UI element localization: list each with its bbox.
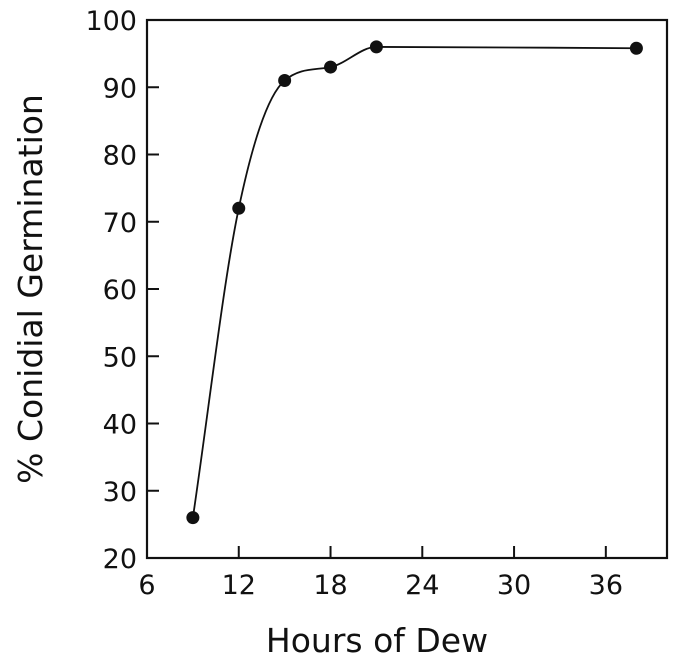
y-tick-label: 50 <box>103 342 137 373</box>
x-tick-label: 12 <box>222 570 256 601</box>
y-tick-label: 100 <box>85 6 137 37</box>
x-tick-label: 24 <box>405 570 439 601</box>
plot-area <box>186 40 643 525</box>
series-line <box>191 45 637 518</box>
x-axis-title: Hours of Dew <box>266 621 488 660</box>
y-axis-ticks: 20 30 40 50 60 70 80 90 100 <box>85 6 159 575</box>
y-tick-label: 20 <box>103 544 137 575</box>
y-tick-label: 70 <box>103 208 137 239</box>
data-point <box>278 74 292 88</box>
x-tick-label: 30 <box>497 570 531 601</box>
y-tick-label: 30 <box>103 477 137 508</box>
data-point <box>324 60 338 74</box>
data-point <box>186 511 200 525</box>
x-tick-label: 36 <box>589 570 623 601</box>
x-tick-label: 18 <box>313 570 347 601</box>
y-tick-label: 40 <box>103 410 137 441</box>
data-point <box>369 40 383 54</box>
y-tick-label: 60 <box>103 275 137 306</box>
x-axis-ticks: 6 12 18 24 30 36 <box>138 546 623 601</box>
y-tick-label: 90 <box>103 73 137 104</box>
y-tick-label: 80 <box>103 141 137 172</box>
y-axis-title: % Conidial Germination <box>11 94 50 484</box>
data-point <box>629 41 643 55</box>
data-point <box>232 201 246 215</box>
x-tick-label: 6 <box>138 570 155 601</box>
